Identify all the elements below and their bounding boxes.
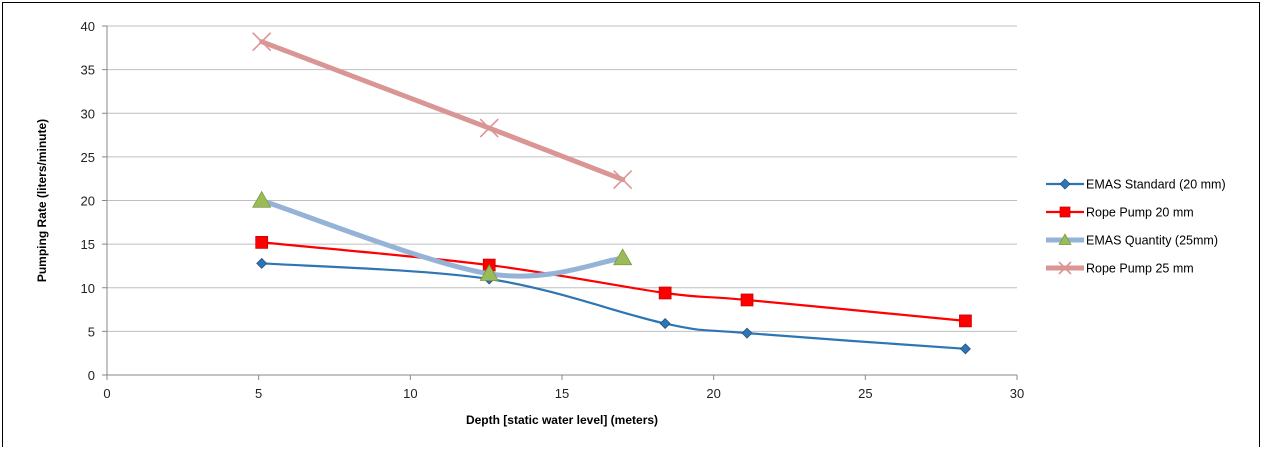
series-line xyxy=(260,241,967,323)
data-point xyxy=(959,343,971,355)
marker-stroke xyxy=(252,32,272,52)
legend-label: EMAS Quantity (25mm) xyxy=(1086,234,1218,248)
legend-label: Rope Pump 20 mm xyxy=(1086,206,1194,220)
data-point xyxy=(256,257,268,269)
x-tick-label: 20 xyxy=(706,386,720,401)
y-tick-label: 35 xyxy=(81,63,95,78)
y-tick-label: 5 xyxy=(88,324,95,339)
series-line xyxy=(260,262,967,350)
axes xyxy=(102,25,1018,380)
y-tick-label: 15 xyxy=(81,237,95,252)
data-point xyxy=(479,118,499,138)
x-tick-label: 15 xyxy=(555,386,569,401)
gridlines xyxy=(107,25,1017,332)
series-line xyxy=(259,198,626,279)
data-point xyxy=(252,190,272,208)
marker-stroke xyxy=(613,169,633,190)
y-tick-label: 20 xyxy=(81,194,95,209)
y-tick-label: 0 xyxy=(88,368,95,383)
legend-marker xyxy=(1058,233,1072,245)
series-layer xyxy=(252,32,972,355)
legend-item: Rope Pump 20 mm xyxy=(1046,206,1194,220)
data-point xyxy=(741,327,753,339)
data-point xyxy=(959,314,972,328)
x-tick-label: 10 xyxy=(403,386,417,401)
series-3 xyxy=(252,190,633,281)
data-point xyxy=(255,236,269,249)
series-2 xyxy=(255,236,972,328)
data-point xyxy=(479,264,499,281)
tick-labels: 0 5 10 15 20 25 30 35 40 0 5 10 15 20 25 30 xyxy=(81,19,1025,401)
y-axis-title: Pumping Rate (liters/minute) xyxy=(35,119,49,282)
data-point xyxy=(658,286,672,300)
legend: EMAS Standard (20 mm) Rope Pump 20 mm EMAS… xyxy=(1046,178,1226,276)
legend-label: EMAS Standard (20 mm) xyxy=(1086,178,1226,192)
legend-item: EMAS Quantity (25mm) xyxy=(1046,233,1218,248)
legend-label: Rope Pump 25 mm xyxy=(1086,262,1194,276)
y-tick-label: 40 xyxy=(81,19,95,34)
data-point xyxy=(252,32,272,52)
legend-marker xyxy=(1059,206,1071,218)
y-tick-label: 25 xyxy=(81,150,95,165)
marker-stroke xyxy=(1058,261,1072,275)
x-tick-label: 5 xyxy=(255,386,262,401)
legend-marker xyxy=(1059,178,1071,190)
x-axis-title: Depth [static water level] (meters) xyxy=(466,413,658,427)
series-1 xyxy=(256,257,971,355)
data-point xyxy=(740,293,754,307)
data-point xyxy=(613,169,633,190)
data-point xyxy=(659,318,671,330)
series-line xyxy=(259,39,626,183)
y-tick-label: 30 xyxy=(81,106,95,121)
y-tick-label: 10 xyxy=(81,281,95,296)
legend-item: EMAS Standard (20 mm) xyxy=(1046,178,1226,192)
legend-marker xyxy=(1058,261,1072,275)
marker-stroke xyxy=(479,118,499,138)
x-tick-label: 25 xyxy=(858,386,872,401)
x-tick-label: 30 xyxy=(1010,386,1024,401)
series-4 xyxy=(252,32,633,190)
x-tick-label: 0 xyxy=(103,386,110,401)
legend-item: Rope Pump 25 mm xyxy=(1046,261,1194,276)
data-point xyxy=(613,248,633,266)
